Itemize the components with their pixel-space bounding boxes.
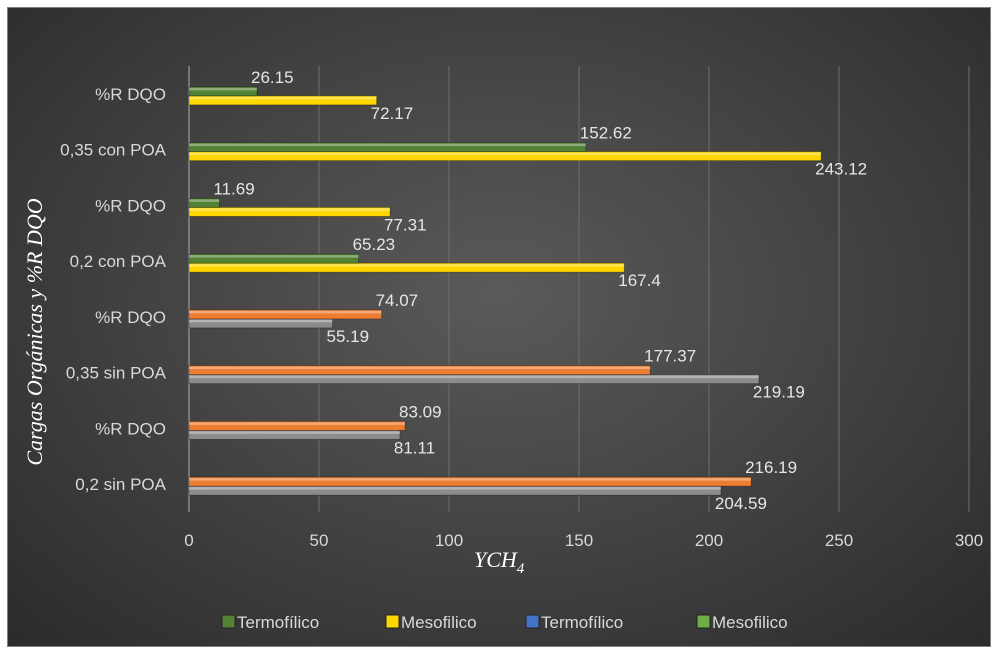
bar-highlight [189, 478, 752, 481]
data-label: 26.15 [251, 68, 294, 87]
category-label: 0,35 sin POA [66, 364, 167, 383]
x-tick-label: 0 [184, 531, 193, 550]
legend-item: Termofílico [525, 613, 623, 632]
data-label: 77.31 [384, 215, 427, 234]
bar-highlight [189, 319, 333, 323]
data-label: 219.19 [753, 383, 805, 402]
yellow-square-icon [385, 614, 400, 629]
bar [188, 262, 625, 273]
bar-highlight [189, 422, 406, 425]
bar [188, 206, 391, 217]
data-label: 216.19 [745, 458, 797, 477]
bar [188, 197, 220, 208]
category-labels-group: 0,2 sin POA %R DQO 0,35 sin POA %R DQO 0,2 c… [60, 85, 167, 494]
bar-highlight [189, 375, 759, 379]
chart-frame [7, 7, 991, 647]
bar-highlight [189, 310, 382, 314]
category-label: %R DQO [95, 308, 166, 327]
bar [188, 86, 258, 97]
bar-highlight [189, 199, 220, 202]
x-axis-title-subscript: 4 [517, 561, 525, 577]
bar [188, 476, 752, 487]
x-axis-title: YCH4 [474, 547, 525, 577]
bar-highlight [189, 87, 257, 91]
legend-label: Mesofilico [712, 613, 788, 632]
legend-item: Mesofilico [696, 613, 788, 632]
bar-highlight [189, 366, 651, 370]
legend-label: Mesofilico [401, 613, 477, 632]
data-label: 11.69 [213, 179, 254, 198]
bar-highlight [189, 264, 625, 267]
bar-highlight [189, 96, 377, 100]
data-label: 83.09 [399, 402, 442, 421]
data-label: 177.37 [644, 347, 696, 366]
category-label: %R DQO [95, 85, 166, 104]
bar-highlight [189, 255, 359, 258]
bar [188, 309, 382, 320]
category-label: 0,2 con POA [70, 252, 167, 271]
bar [188, 253, 359, 264]
data-label: 243.12 [815, 160, 867, 179]
legend-item: Mesofilico [385, 613, 477, 632]
data-label: 81.11 [394, 438, 435, 457]
light-green-square-icon [696, 614, 711, 629]
bar [188, 365, 651, 376]
bar-highlight [189, 487, 721, 490]
x-tick-label: 300 [955, 531, 983, 550]
category-label: 0,2 sin POA [75, 475, 166, 494]
data-label: 72.17 [371, 104, 414, 123]
bar [188, 142, 587, 153]
x-tick-label: 100 [435, 531, 463, 550]
data-label: 152.62 [580, 124, 632, 143]
legend: Termofílico Mesofilico Termofílico Mesofili… [221, 613, 788, 632]
blue-square-icon [525, 614, 540, 629]
bar [188, 420, 406, 431]
x-axis-title-main: YCH [474, 547, 518, 572]
data-label: 204.59 [715, 494, 767, 513]
bars-group [188, 86, 822, 496]
legend-label: Termofílico [237, 613, 319, 632]
data-label: 74.07 [376, 291, 419, 310]
category-label: %R DQO [95, 196, 166, 215]
bar-highlight [189, 431, 400, 434]
data-label: 167.4 [618, 271, 661, 290]
bar [188, 95, 378, 106]
x-tick-label: 200 [695, 531, 723, 550]
category-label: %R DQO [95, 419, 166, 438]
data-label: 55.19 [326, 327, 369, 346]
green-square-icon [221, 614, 236, 629]
legend-label: Termofílico [541, 613, 623, 632]
bar-highlight [189, 152, 822, 156]
legend-item: Termofílico [221, 613, 319, 632]
x-tick-label: 250 [825, 531, 853, 550]
y-axis-title: Cargas Orgánicas y %R DQO [22, 198, 47, 465]
x-tick-labels-group: 0 50 100 150 200 250 300 [184, 531, 983, 550]
x-tick-label: 150 [565, 531, 593, 550]
bar-highlight [189, 208, 391, 211]
data-labels-group: 204.59 216.19 81.11 83.09 219.19 177.37 55.19 7… [213, 68, 867, 513]
bar-highlight [189, 143, 586, 147]
x-tick-label: 50 [310, 531, 329, 550]
data-label: 65.23 [353, 235, 396, 254]
category-label: 0,35 con POA [60, 141, 167, 160]
